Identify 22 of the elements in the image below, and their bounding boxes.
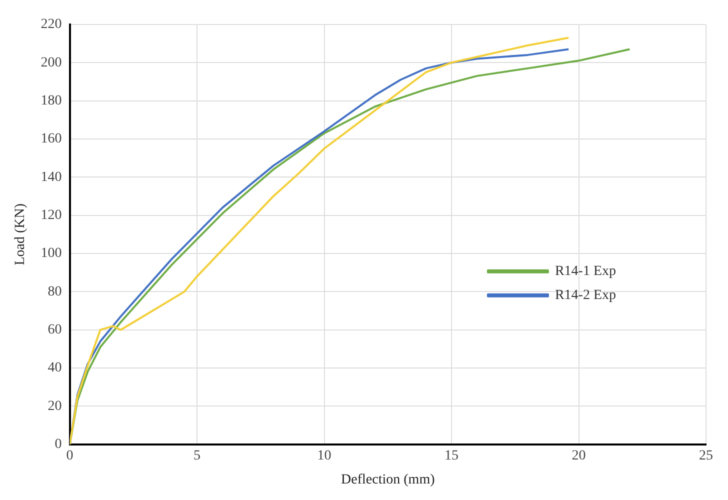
x-tick-label: 15 <box>444 448 459 464</box>
y-tick-label: 40 <box>48 360 62 376</box>
y-tick-label: 220 <box>40 17 62 32</box>
y-tick-label: 100 <box>40 246 62 262</box>
y-tick-label: 80 <box>48 284 62 300</box>
x-axis-title: Deflection (mm) <box>341 472 436 488</box>
y-tick-label: 180 <box>40 93 62 108</box>
y-tick-label: 140 <box>40 170 62 185</box>
legend-label: R14-1 Exp <box>554 264 616 280</box>
y-tick-label: 0 <box>54 437 62 452</box>
y-tick-label: 120 <box>40 208 62 223</box>
x-tick-label: 10 <box>317 448 332 464</box>
x-tick-label: 20 <box>572 448 586 464</box>
y-tick-label: 20 <box>48 398 62 414</box>
x-tick-label: 0 <box>66 448 74 464</box>
x-tick-label: 25 <box>699 448 713 464</box>
y-tick-label: 200 <box>40 55 62 70</box>
legend-label: R14-2 Exp <box>554 288 616 304</box>
x-tick-label: 5 <box>194 448 201 464</box>
y-axis-title: Load (KN) <box>13 203 28 266</box>
y-tick-label: 60 <box>48 322 62 338</box>
y-tick-label: 160 <box>40 132 62 147</box>
